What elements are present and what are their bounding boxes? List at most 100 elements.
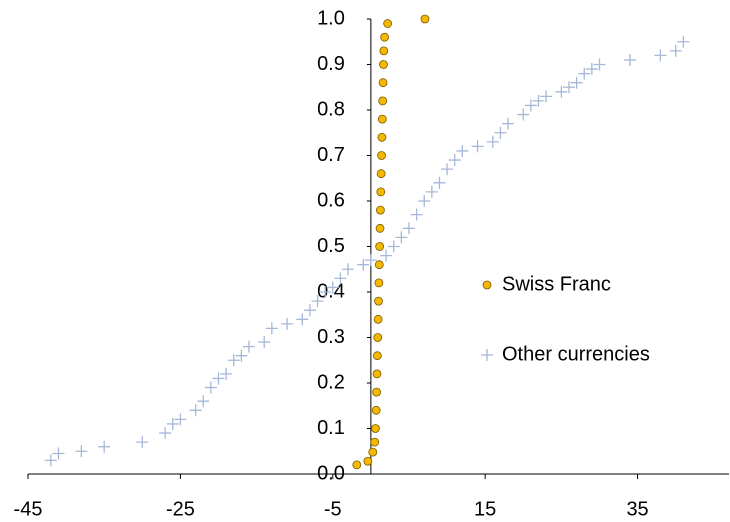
y-tick-label: 0.7 [317, 144, 345, 166]
point [376, 187, 386, 197]
point [377, 132, 387, 142]
point [372, 351, 382, 361]
point [669, 44, 682, 57]
point [562, 81, 575, 94]
y-tick-label: 0.5 [317, 235, 345, 257]
point [486, 135, 499, 148]
point [352, 460, 362, 470]
point [52, 447, 65, 460]
point [570, 76, 583, 89]
y-tick-label: 0.0 [317, 462, 345, 484]
point [342, 263, 355, 276]
point [471, 140, 484, 153]
point [502, 117, 515, 130]
point [372, 369, 382, 379]
point [374, 278, 384, 288]
point [380, 32, 389, 42]
point [363, 456, 373, 466]
point [368, 447, 378, 457]
point [441, 163, 454, 176]
point [375, 223, 385, 233]
x-tick-label: -45 [14, 498, 43, 520]
legend-label: Other currencies [502, 343, 650, 365]
point [383, 19, 393, 28]
point [98, 440, 111, 453]
point [296, 313, 309, 326]
point [75, 445, 88, 458]
point [371, 405, 381, 415]
point [204, 381, 217, 394]
point [433, 176, 446, 189]
point [578, 67, 591, 80]
y-tick-label: 0.2 [317, 371, 345, 393]
point [378, 96, 388, 106]
point [265, 322, 278, 335]
point [197, 395, 210, 408]
x-tick-label: -5 [324, 498, 342, 520]
point [374, 260, 384, 270]
point [395, 231, 408, 244]
point [374, 296, 383, 306]
point [373, 333, 383, 342]
point [44, 454, 57, 467]
point [623, 53, 636, 66]
point [425, 185, 438, 198]
point [532, 94, 545, 107]
point [166, 417, 179, 430]
point [220, 367, 233, 380]
y-tick-label: 0.6 [317, 189, 345, 211]
point [555, 85, 568, 98]
point [380, 249, 393, 262]
y-tick-label: 0.9 [317, 53, 345, 75]
point [379, 46, 389, 56]
point [448, 154, 461, 167]
point [593, 58, 606, 71]
point [372, 387, 381, 397]
x-tick-label: 15 [474, 498, 496, 520]
y-tick-label: 0.4 [317, 280, 345, 302]
point [524, 99, 537, 112]
point [357, 258, 370, 271]
point [303, 304, 316, 317]
point [235, 349, 248, 362]
point [420, 14, 430, 24]
point [373, 314, 383, 324]
point [311, 295, 324, 308]
point [136, 436, 149, 449]
legend-marker [481, 349, 493, 361]
point [494, 126, 507, 139]
point [418, 195, 431, 207]
point [371, 424, 380, 433]
point [402, 222, 415, 235]
point [159, 427, 172, 440]
point [410, 208, 423, 221]
point [377, 151, 386, 160]
legend-label: Swiss Franc [502, 273, 611, 295]
point [376, 205, 385, 215]
point [677, 35, 690, 48]
y-tick-label: 0.1 [317, 417, 345, 439]
point [585, 63, 598, 76]
point [517, 108, 530, 121]
x-tick-label: -25 [166, 498, 195, 520]
legend-marker [482, 280, 492, 290]
point [281, 317, 294, 330]
point [189, 404, 202, 417]
point [319, 286, 332, 298]
point [376, 169, 386, 179]
point [227, 354, 240, 367]
point [364, 254, 377, 267]
point [387, 240, 400, 253]
point [370, 437, 380, 447]
x-tick-label: 35 [626, 498, 648, 520]
point [540, 90, 553, 103]
y-tick-label: 0.3 [317, 326, 345, 348]
point [212, 372, 225, 385]
point [258, 336, 271, 349]
point [174, 413, 187, 426]
point [456, 144, 469, 157]
point [379, 60, 388, 69]
point [378, 78, 388, 88]
point [377, 114, 387, 124]
